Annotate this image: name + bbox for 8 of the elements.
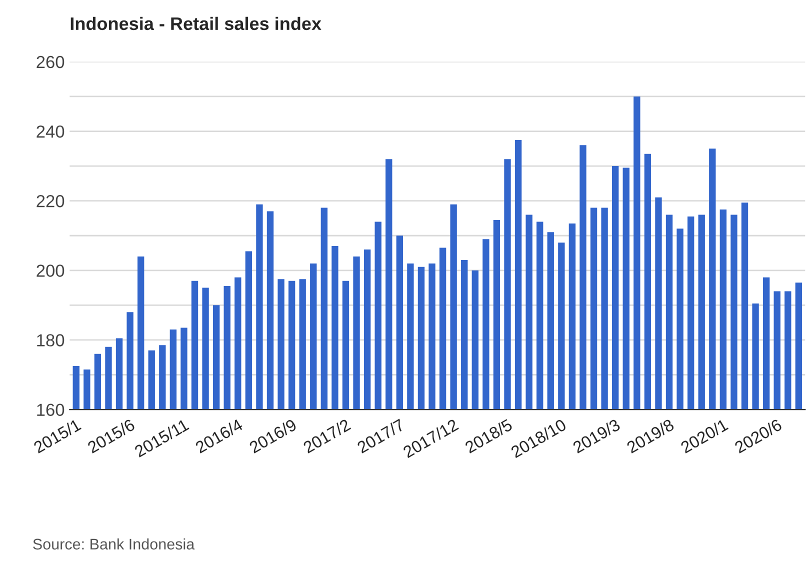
chart-title: Indonesia - Retail sales index [70,16,322,30]
y-tick-label: 220 [36,195,64,208]
source-note: Source: Bank Indonesia [33,538,195,550]
y-tick-label: 240 [36,125,64,138]
y-tick-label: 160 [37,404,64,416]
y-tick-label: 180 [37,334,64,346]
y-tick-label: 200 [36,264,64,277]
y-tick-label: 260 [36,56,64,68]
